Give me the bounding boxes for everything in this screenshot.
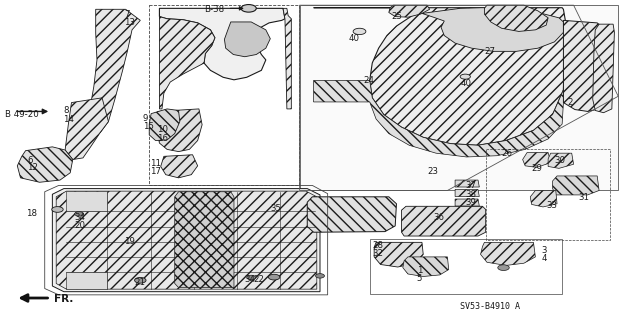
Text: 18: 18 <box>26 209 36 218</box>
Text: 37: 37 <box>465 181 476 190</box>
Text: 15: 15 <box>143 122 154 130</box>
Circle shape <box>75 212 84 216</box>
Text: 24: 24 <box>364 76 374 85</box>
Text: 11: 11 <box>150 160 161 168</box>
Polygon shape <box>314 8 565 145</box>
Polygon shape <box>548 153 573 168</box>
Text: 20: 20 <box>75 221 86 230</box>
Text: B 49-20: B 49-20 <box>4 110 38 120</box>
Polygon shape <box>481 242 536 265</box>
Polygon shape <box>283 8 291 109</box>
Polygon shape <box>455 189 479 197</box>
Text: 40: 40 <box>349 33 360 43</box>
Text: 16: 16 <box>157 134 168 143</box>
Text: 12: 12 <box>27 163 38 172</box>
Text: 40: 40 <box>460 79 471 88</box>
Text: 17: 17 <box>150 167 161 176</box>
Polygon shape <box>563 20 605 111</box>
Text: 27: 27 <box>484 47 495 56</box>
Polygon shape <box>401 206 486 236</box>
Polygon shape <box>314 80 563 157</box>
Text: 14: 14 <box>63 115 74 123</box>
Text: 5: 5 <box>417 274 422 283</box>
Polygon shape <box>484 5 548 32</box>
Circle shape <box>241 4 256 12</box>
Polygon shape <box>90 9 140 133</box>
Bar <box>300 5 618 190</box>
Polygon shape <box>593 24 614 113</box>
Polygon shape <box>52 189 320 292</box>
Text: 8: 8 <box>63 106 68 115</box>
Text: 25: 25 <box>392 12 403 21</box>
Text: 36: 36 <box>433 213 444 222</box>
Text: 10: 10 <box>157 125 168 134</box>
Text: 31: 31 <box>578 193 589 202</box>
Text: 29: 29 <box>532 164 543 173</box>
Text: 39: 39 <box>465 198 476 207</box>
Text: 38: 38 <box>465 189 476 198</box>
Polygon shape <box>159 17 215 109</box>
Polygon shape <box>67 272 106 289</box>
Circle shape <box>246 275 255 280</box>
Polygon shape <box>157 109 202 152</box>
Text: 28: 28 <box>372 241 383 250</box>
Polygon shape <box>523 152 550 167</box>
Polygon shape <box>403 257 449 277</box>
Text: 3: 3 <box>541 247 547 256</box>
Polygon shape <box>531 190 557 207</box>
Polygon shape <box>56 191 317 289</box>
Polygon shape <box>389 5 429 17</box>
Bar <box>149 4 299 185</box>
Polygon shape <box>225 22 270 57</box>
Polygon shape <box>455 199 479 206</box>
Polygon shape <box>17 147 73 182</box>
Polygon shape <box>161 155 198 178</box>
Polygon shape <box>455 180 479 187</box>
Text: SV53-B4910 A: SV53-B4910 A <box>460 302 520 311</box>
Text: B-38: B-38 <box>204 4 224 13</box>
Text: 26: 26 <box>502 149 513 158</box>
Polygon shape <box>166 22 211 58</box>
Polygon shape <box>552 176 599 195</box>
Text: 33: 33 <box>546 201 557 210</box>
Circle shape <box>498 265 509 271</box>
Text: 21: 21 <box>134 278 145 287</box>
Text: 4: 4 <box>541 254 547 263</box>
Text: 6: 6 <box>27 156 33 165</box>
Circle shape <box>316 274 324 278</box>
Text: 22: 22 <box>253 275 264 284</box>
Polygon shape <box>65 98 108 160</box>
Polygon shape <box>149 109 180 141</box>
Text: 30: 30 <box>554 156 566 165</box>
Text: 32: 32 <box>372 249 383 258</box>
Text: 19: 19 <box>124 237 134 246</box>
Bar <box>486 149 610 240</box>
Circle shape <box>134 278 146 283</box>
Circle shape <box>353 28 366 34</box>
Text: 7: 7 <box>124 10 130 19</box>
Text: FR.: FR. <box>54 294 73 304</box>
Bar <box>370 239 562 293</box>
Circle shape <box>52 207 63 212</box>
Polygon shape <box>67 191 106 211</box>
Polygon shape <box>159 8 285 80</box>
Text: 34: 34 <box>245 275 256 284</box>
Circle shape <box>268 274 280 280</box>
Text: 9: 9 <box>143 114 148 122</box>
Polygon shape <box>422 8 563 51</box>
Polygon shape <box>307 197 396 232</box>
Text: 13: 13 <box>124 18 136 27</box>
Text: 35: 35 <box>270 204 282 213</box>
Text: 34: 34 <box>75 213 86 222</box>
Polygon shape <box>374 242 423 267</box>
Text: 2: 2 <box>567 98 573 107</box>
Polygon shape <box>175 192 234 287</box>
Text: 1: 1 <box>417 266 422 275</box>
Circle shape <box>460 74 470 79</box>
Text: 23: 23 <box>427 167 438 176</box>
